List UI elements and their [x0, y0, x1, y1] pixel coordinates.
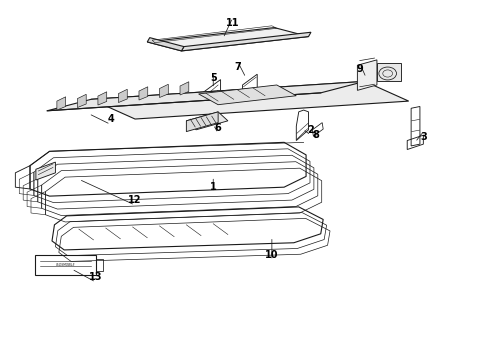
Text: 13: 13 — [89, 272, 103, 282]
Polygon shape — [181, 32, 311, 51]
Polygon shape — [198, 85, 296, 105]
Polygon shape — [159, 84, 168, 98]
Polygon shape — [147, 38, 184, 51]
Text: 7: 7 — [234, 62, 241, 72]
Text: 12: 12 — [128, 195, 142, 205]
Text: 11: 11 — [226, 18, 240, 28]
Polygon shape — [98, 92, 107, 105]
Text: 8: 8 — [313, 130, 319, 140]
Text: 3: 3 — [420, 132, 427, 142]
Text: 5: 5 — [210, 73, 217, 83]
Text: 4: 4 — [107, 114, 114, 124]
Polygon shape — [147, 28, 309, 51]
Text: 9: 9 — [356, 64, 363, 74]
Polygon shape — [186, 112, 218, 132]
Polygon shape — [36, 162, 55, 180]
Polygon shape — [47, 81, 365, 111]
Polygon shape — [119, 89, 127, 103]
Polygon shape — [57, 97, 66, 110]
Polygon shape — [91, 81, 409, 119]
Polygon shape — [180, 82, 189, 95]
Text: 1: 1 — [210, 182, 217, 192]
Text: 10: 10 — [265, 250, 279, 260]
Polygon shape — [186, 112, 228, 130]
Text: OLDSMOBILE: OLDSMOBILE — [56, 263, 75, 267]
Text: 6: 6 — [215, 123, 221, 133]
Polygon shape — [139, 87, 148, 100]
Polygon shape — [377, 63, 401, 81]
Text: 2: 2 — [308, 125, 315, 135]
Polygon shape — [77, 94, 86, 108]
Polygon shape — [357, 60, 377, 90]
